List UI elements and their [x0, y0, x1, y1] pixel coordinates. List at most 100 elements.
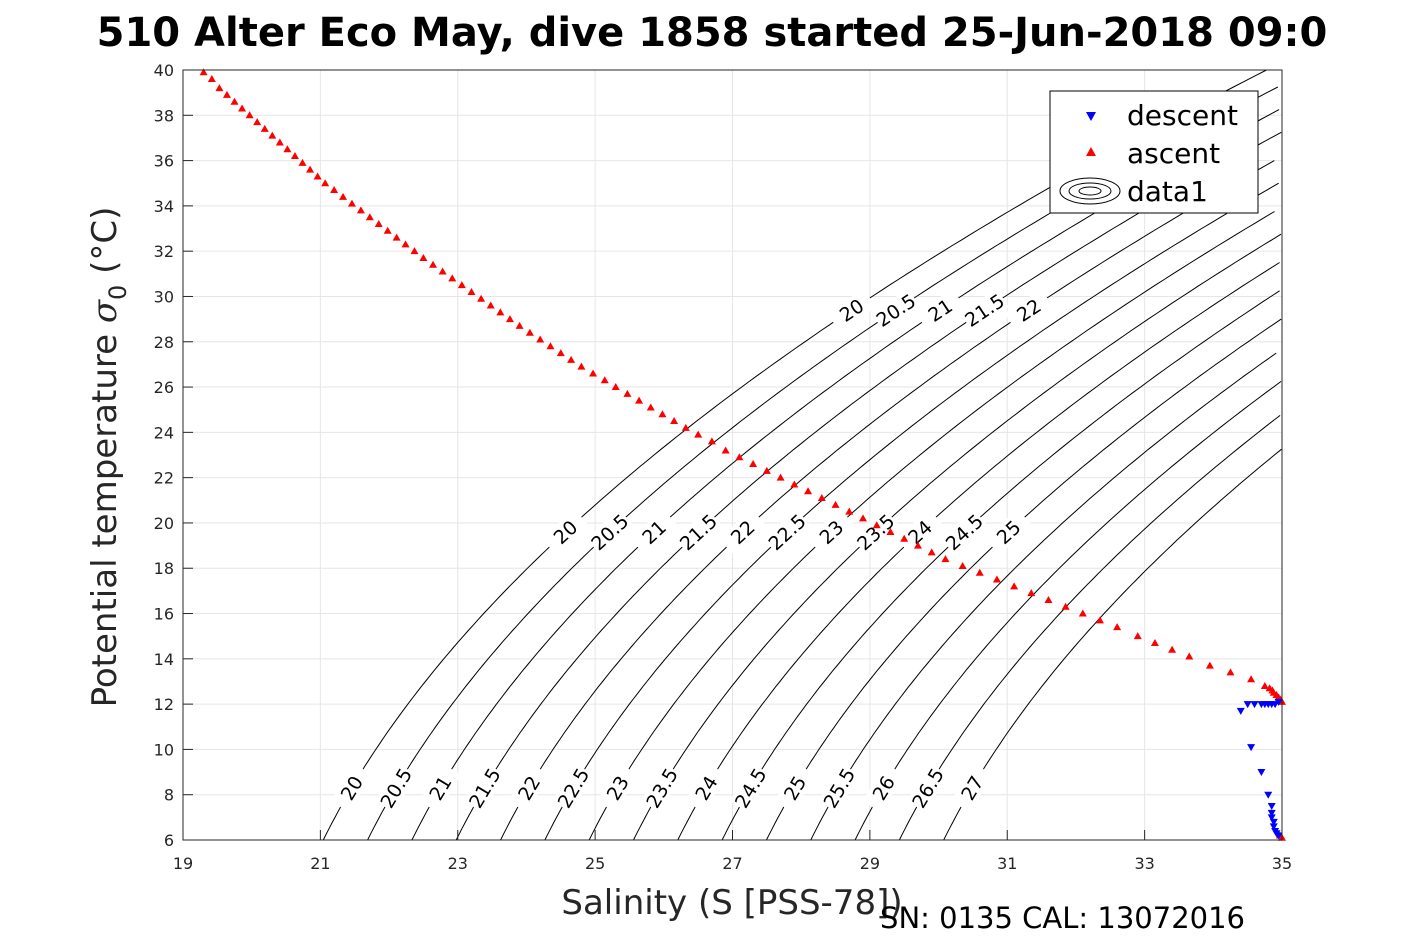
ascent-point: [975, 568, 984, 576]
contour-label-bg: [773, 763, 816, 813]
contour-label-bg: [763, 509, 811, 555]
legend-box: [1049, 90, 1259, 214]
contour-label-bg: [851, 509, 900, 555]
ascent-point: [356, 206, 365, 214]
ascent-point: [536, 335, 545, 343]
legend-ascent-marker: [1086, 147, 1096, 156]
ascent-point: [872, 521, 881, 529]
x-tick-label: 21: [310, 854, 330, 873]
ascent-point: [290, 152, 299, 160]
legend-ascent-label: ascent: [1127, 137, 1220, 170]
ascent-point: [735, 453, 744, 461]
y-tick-label: 40: [154, 61, 174, 80]
ascent-point: [790, 480, 799, 488]
ascent-point: [658, 410, 667, 418]
descent-point: [1267, 814, 1276, 822]
y-tick-label: 34: [154, 197, 174, 216]
contour-label-bg: [330, 763, 373, 813]
y-axis-label: Potential temperature σ0 (°C): [85, 207, 132, 708]
ascent-point: [670, 417, 679, 425]
legend-data1-label: data1: [1127, 175, 1208, 208]
contour-label-bg: [960, 288, 1009, 332]
contour-label-bg: [951, 763, 993, 813]
ascent-point: [1205, 661, 1214, 669]
ascent-point: [392, 233, 401, 241]
descent-point: [1247, 744, 1256, 752]
x-tick-label: 31: [997, 854, 1017, 873]
ascent-point: [505, 315, 514, 323]
ascent-point: [245, 111, 254, 119]
descent-point: [1269, 823, 1278, 831]
contour-line: [544, 182, 1279, 841]
ascent-point: [268, 131, 277, 139]
descent-point: [1269, 818, 1278, 826]
ascent-point: [207, 75, 216, 83]
contour-label-bg: [862, 763, 905, 813]
descent-point: [1236, 707, 1245, 715]
ascent-point: [681, 423, 690, 431]
ascent-point: [556, 349, 565, 357]
contour-line: [677, 262, 1280, 841]
ascent-point: [804, 487, 813, 495]
y-tick-label: 18: [154, 559, 174, 578]
ascent-point: [762, 466, 771, 474]
ascent-point: [330, 186, 339, 194]
ascent-point: [1078, 609, 1087, 617]
ascent-point: [321, 179, 330, 187]
contour-line: [411, 109, 1280, 841]
x-tick-label: 33: [1134, 854, 1154, 873]
ascent-point: [992, 575, 1001, 583]
descent-point: [1257, 769, 1266, 777]
ascent-point: [199, 68, 208, 76]
ascent-point: [496, 308, 505, 316]
serial-calibration-footer: SN: 0135 CAL: 13072016: [880, 901, 1245, 935]
contour-label-bg: [640, 763, 683, 813]
legend-data1-marker: [1059, 177, 1121, 205]
legend-descent-marker: [1086, 112, 1096, 121]
ascent-point: [477, 294, 486, 302]
ascent-point: [546, 342, 555, 350]
x-tick-label: 19: [173, 854, 193, 873]
x-axis-ticks: 19 21 23 25 27 29 31 33 35: [173, 830, 1292, 873]
contour-line: [810, 352, 1277, 841]
y-axis-label-sigma: σ: [85, 299, 125, 323]
ascent-point: [410, 247, 419, 255]
y-axis-label-main: Potential temperature: [85, 323, 125, 707]
ascent-point: [611, 383, 620, 391]
ascent-point: [401, 240, 410, 248]
ascent-point: [238, 104, 247, 112]
ascent-point: [383, 226, 392, 234]
descent-point: [1274, 698, 1283, 706]
x-tick-label: 29: [860, 854, 880, 873]
ascent-point: [1010, 582, 1019, 590]
ascent-point: [313, 172, 322, 180]
ascent-point: [275, 138, 284, 146]
y-tick-label: 22: [154, 469, 174, 488]
contour-line: [765, 318, 1282, 841]
ascent-point: [776, 473, 785, 481]
ascent-point: [817, 494, 826, 502]
ascent-point: [900, 534, 909, 542]
ascent-point: [1061, 602, 1070, 610]
ascent-point: [253, 118, 262, 126]
ascent-point: [600, 376, 609, 384]
ascent-point: [1150, 638, 1159, 646]
ascent-point: [1133, 632, 1142, 640]
y-tick-label: 16: [154, 605, 174, 624]
contour-line: [854, 380, 1282, 841]
ascent-point: [515, 321, 524, 329]
x-axis-label: Salinity (S [PSS-78]): [561, 883, 902, 923]
ascent-point: [1260, 682, 1269, 689]
chart-title: 510 Alter Eco May, dive 1858 started 25-…: [97, 10, 1328, 56]
y-tick-label: 8: [164, 786, 174, 805]
ascent-point: [623, 389, 632, 397]
contour-label-bg: [541, 509, 589, 555]
ascent-point: [230, 97, 239, 105]
contour-line: [455, 131, 1282, 841]
contour-label-bg: [674, 509, 722, 555]
y-axis-ticks: 6 8 10 12 14 16 18 20 22 24 26 28 30 32 34 36 38 40: [154, 61, 193, 850]
y-tick-label: 14: [154, 650, 174, 669]
ascent-point: [1226, 668, 1235, 676]
ascent-point: [1095, 616, 1104, 624]
